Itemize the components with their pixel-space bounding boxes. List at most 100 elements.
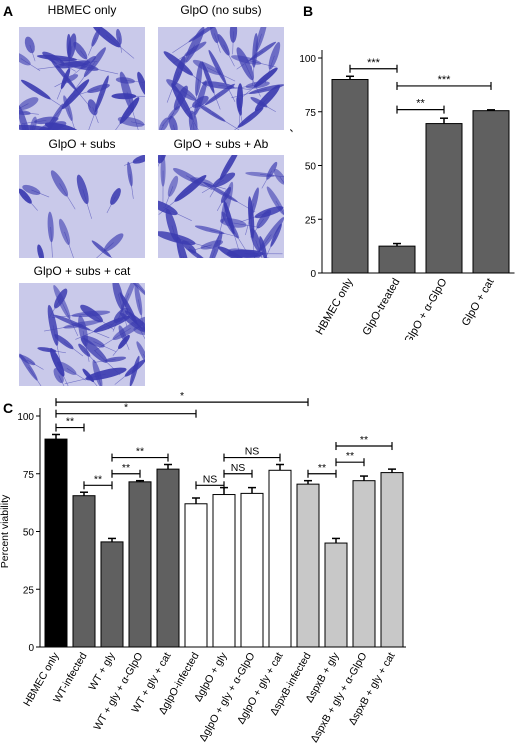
cell-process bbox=[40, 253, 43, 258]
cell-process bbox=[124, 158, 142, 166]
bar bbox=[472, 110, 510, 274]
cell-shape bbox=[160, 155, 166, 187]
significance-label: NS bbox=[231, 462, 246, 474]
category-label: WT + gly bbox=[86, 650, 118, 693]
micrograph-texture bbox=[19, 283, 145, 386]
significance-label: ** bbox=[360, 434, 368, 446]
y-tick-label: 100 bbox=[299, 54, 316, 65]
cell-process bbox=[130, 371, 135, 386]
bar bbox=[72, 495, 96, 648]
cell-process bbox=[29, 44, 36, 62]
cell-shape bbox=[168, 115, 178, 130]
cell-process bbox=[158, 155, 163, 168]
cell-process bbox=[96, 242, 114, 258]
cell-shape bbox=[63, 320, 102, 329]
cell-process bbox=[223, 44, 235, 67]
cell-process bbox=[61, 127, 71, 130]
cell-process bbox=[175, 237, 216, 250]
cell-process bbox=[214, 33, 221, 53]
micrograph-glpo-subs-cat bbox=[19, 283, 145, 386]
cell-shape bbox=[127, 161, 133, 187]
cell-shape bbox=[115, 77, 135, 84]
bar bbox=[156, 468, 180, 648]
cell-process bbox=[158, 188, 191, 215]
cell-process bbox=[160, 124, 165, 130]
cell-process bbox=[118, 36, 123, 53]
significance-label: ** bbox=[318, 462, 326, 474]
significance-label: ** bbox=[94, 473, 102, 485]
bar bbox=[268, 469, 292, 648]
cell-process bbox=[176, 44, 195, 81]
cell-shape bbox=[158, 199, 178, 216]
cell-process bbox=[80, 50, 94, 68]
category-label: GlpO + cat bbox=[460, 277, 497, 329]
y-tick-label: 25 bbox=[23, 585, 35, 596]
cell-process bbox=[192, 123, 195, 130]
cell-process bbox=[93, 341, 116, 352]
cell-shape bbox=[201, 81, 235, 89]
micrograph-glpo-no-subs bbox=[158, 27, 284, 130]
cell-shape bbox=[268, 41, 281, 70]
cell-shape bbox=[136, 341, 145, 367]
cell-process bbox=[129, 174, 134, 199]
cell-process bbox=[218, 84, 251, 91]
panel-b-letter: B bbox=[303, 3, 314, 19]
cell-process bbox=[244, 253, 270, 258]
panel-c-letter: C bbox=[3, 400, 14, 416]
bar bbox=[296, 483, 320, 648]
cell-process bbox=[228, 217, 240, 252]
cell-process bbox=[71, 322, 110, 339]
cell-process bbox=[61, 301, 79, 337]
cell-process bbox=[141, 330, 145, 332]
cell-process bbox=[63, 341, 84, 357]
cell-shape bbox=[198, 104, 226, 122]
panel-a-letter: A bbox=[3, 3, 14, 19]
cell-process bbox=[201, 179, 225, 194]
significance-label: *** bbox=[367, 57, 381, 69]
cell-process bbox=[82, 189, 93, 219]
cell-process bbox=[47, 117, 56, 130]
category-label: GlpO + α-GlpO bbox=[402, 276, 450, 340]
bar bbox=[380, 472, 404, 648]
cell-process bbox=[59, 183, 76, 210]
cell-process bbox=[236, 50, 264, 70]
y-tick-label: 0 bbox=[310, 269, 316, 280]
cell-process bbox=[31, 124, 34, 130]
micrograph-label: GlpO + subs + cat bbox=[33, 264, 131, 278]
cell-shape bbox=[116, 28, 122, 45]
cell-process bbox=[66, 367, 86, 381]
cell-process bbox=[26, 359, 44, 370]
bar bbox=[378, 245, 416, 274]
cell-shape bbox=[47, 211, 54, 243]
y-tick-label: 100 bbox=[17, 412, 34, 423]
cell-process bbox=[238, 106, 244, 126]
cell-process bbox=[64, 231, 74, 258]
micrograph-label: GlpO + subs bbox=[48, 137, 116, 151]
y-tick-label: 75 bbox=[305, 108, 317, 119]
cell-process bbox=[142, 83, 145, 92]
cell-process bbox=[209, 229, 240, 238]
cell-process bbox=[242, 97, 268, 125]
significance-label: ** bbox=[136, 446, 144, 458]
cell-process bbox=[112, 341, 125, 356]
cell-process bbox=[50, 226, 53, 258]
significance-label: * bbox=[124, 402, 128, 414]
cell-shape bbox=[195, 61, 203, 97]
cell-process bbox=[242, 77, 267, 98]
cell-process bbox=[101, 248, 113, 258]
cell-process bbox=[233, 222, 260, 228]
cell-process bbox=[115, 110, 130, 130]
y-tick-label: 75 bbox=[23, 470, 35, 481]
micrograph-label: HBMEC only bbox=[47, 3, 117, 17]
micrograph-glpo-subs bbox=[19, 155, 145, 258]
cell-process bbox=[52, 325, 62, 367]
cell-process bbox=[240, 211, 270, 223]
micrograph-hbmec-only bbox=[19, 27, 145, 130]
significance-label: ** bbox=[416, 98, 425, 110]
cell-process bbox=[265, 235, 277, 258]
cell-process bbox=[94, 328, 131, 351]
y-tick-label: 0 bbox=[28, 643, 34, 654]
cell-process bbox=[125, 80, 145, 83]
cell-process bbox=[84, 350, 96, 364]
